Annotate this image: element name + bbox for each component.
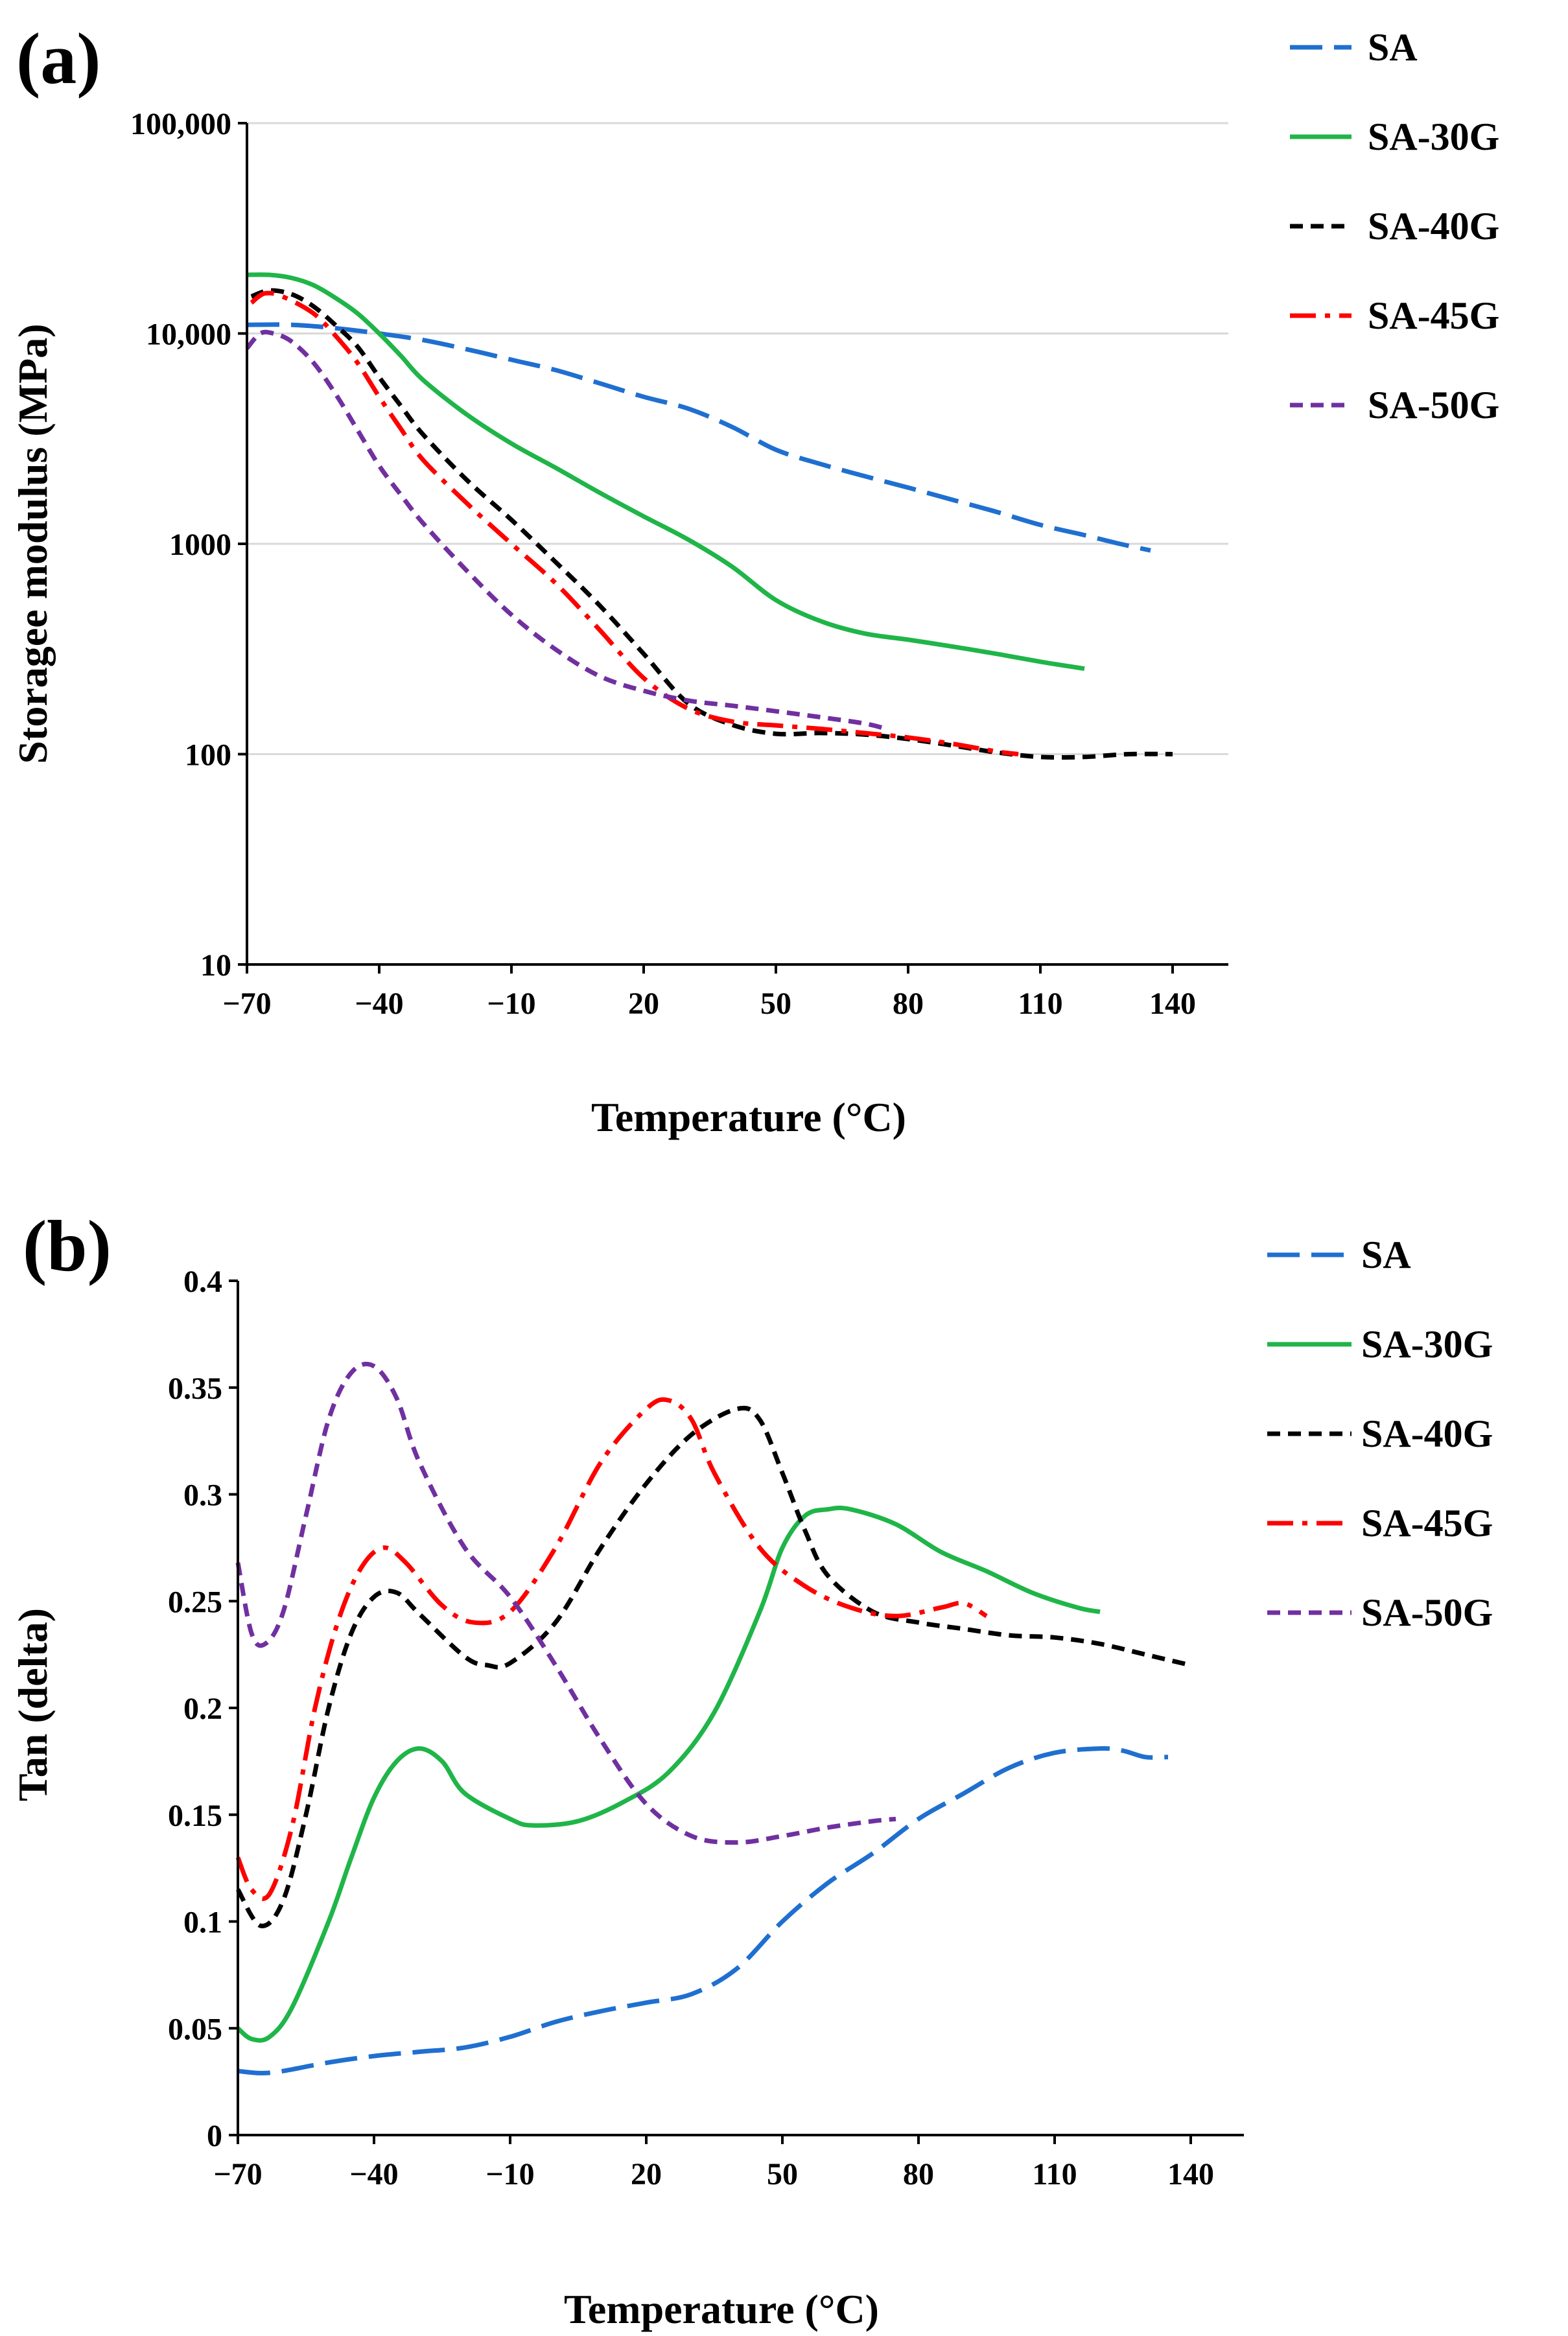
legend-label-sa-40g: SA-40G [1368,205,1499,248]
x-tick-label: 50 [760,987,791,1021]
x-tick-label: 140 [1149,987,1196,1021]
y-tick-label: 100,000 [130,107,231,141]
x-tick-label: 110 [1032,2157,1077,2191]
series-line-sa-40g [235,1405,1191,1928]
y-tick-label: 0.2 [183,1692,222,1726]
y-tick-label: 0 [207,2119,222,2153]
legend-label-sa-45g: SA-45G [1361,1502,1493,1545]
tan-delta-chart: (b) 0 0.05 0.1 0.15 0.2 0.25 0.3 0.35 0.4 −70 −40… [10,1206,1493,2332]
legend-b: SA SA-30G SA-40G SA-45G SA-50G [1267,1233,1493,1634]
series-line-sa-50g [245,329,887,731]
panel-label-a: (a) [16,19,101,99]
legend-label-sa-50g: SA-50G [1368,384,1499,426]
x-tick-label: −70 [222,987,271,1021]
x-tick-label: −40 [355,987,403,1021]
x-tick-label: −40 [349,2157,398,2191]
legend-label-sa-50g: SA-50G [1361,1591,1493,1634]
y-tick-label: 0.15 [168,1799,222,1833]
series-line-sa-45g [250,290,1019,756]
y-tick-label: 0.05 [168,2012,222,2046]
series-line-sa-30g [246,272,1085,672]
x-ticks-b: −70 −40 −10 20 50 80 110 140 [213,2135,1214,2191]
legend-label-sa: SA [1368,26,1418,69]
y-tick-label: 100 [185,738,231,773]
y-tick-label: 10,000 [146,318,231,352]
series-line-sa-40g [250,288,1173,760]
legend-label-sa: SA [1361,1233,1411,1276]
series-line-sa [237,1746,1169,2075]
x-axis-title-a: Temperature (°C) [591,1094,906,1140]
legend-label-sa-30g: SA-30G [1368,115,1499,158]
y-tick-label: 0.4 [183,1265,222,1299]
legend-label-sa-30g: SA-30G [1361,1323,1493,1366]
series-lines-a [245,272,1173,760]
x-tick-label: 50 [767,2157,798,2191]
legend-label-sa-40g: SA-40G [1361,1412,1493,1455]
y-axis-title-a: Storagee modulus (MPa) [10,323,56,764]
y-tick-label: 0.3 [183,1478,222,1513]
legend-label-sa-45g: SA-45G [1368,294,1499,337]
x-tick-label: 80 [903,2157,934,2191]
x-tick-label: −10 [487,987,535,1021]
y-tick-label: 1000 [169,528,231,562]
x-tick-label: 20 [631,2157,662,2191]
series-line-sa-45g [235,1397,988,1901]
x-tick-label: 110 [1018,987,1062,1021]
y-tick-label: 0.25 [168,1585,222,1619]
y-tick-label: 0.35 [168,1372,222,1406]
x-tick-label: −70 [213,2157,262,2191]
panel-label-b: (b) [23,1206,111,1287]
series-line-sa-30g [236,1505,1101,2043]
storage-modulus-chart: (a) 10 100 1000 10,000 100,000 −70 −40 −10 20 50… [10,19,1499,1140]
gridlines-a [247,122,1228,755]
x-axis-title-b: Temperature (°C) [564,2286,879,2332]
series-lines-b [235,1361,1191,2075]
y-axis-title-b: Tan (delta) [10,1608,56,1801]
y-ticks-b: 0 0.05 0.1 0.15 0.2 0.25 0.3 0.35 0.4 [168,1265,238,2153]
series-line-sa-50g [235,1361,896,1845]
series-line-sa [246,322,1151,553]
x-tick-label: 20 [628,987,659,1021]
y-tick-label: 10 [200,948,231,983]
x-tick-label: −10 [486,2157,534,2191]
legend-a: SA SA-30G SA-40G SA-45G SA-50G [1290,26,1499,426]
x-ticks-a: −70 −40 −10 20 50 80 110 140 [222,964,1196,1021]
x-tick-label: 140 [1167,2157,1214,2191]
x-tick-label: 80 [893,987,924,1021]
y-ticks-a: 10 100 1000 10,000 100,000 [130,107,247,983]
y-tick-label: 0.1 [183,1906,222,1940]
